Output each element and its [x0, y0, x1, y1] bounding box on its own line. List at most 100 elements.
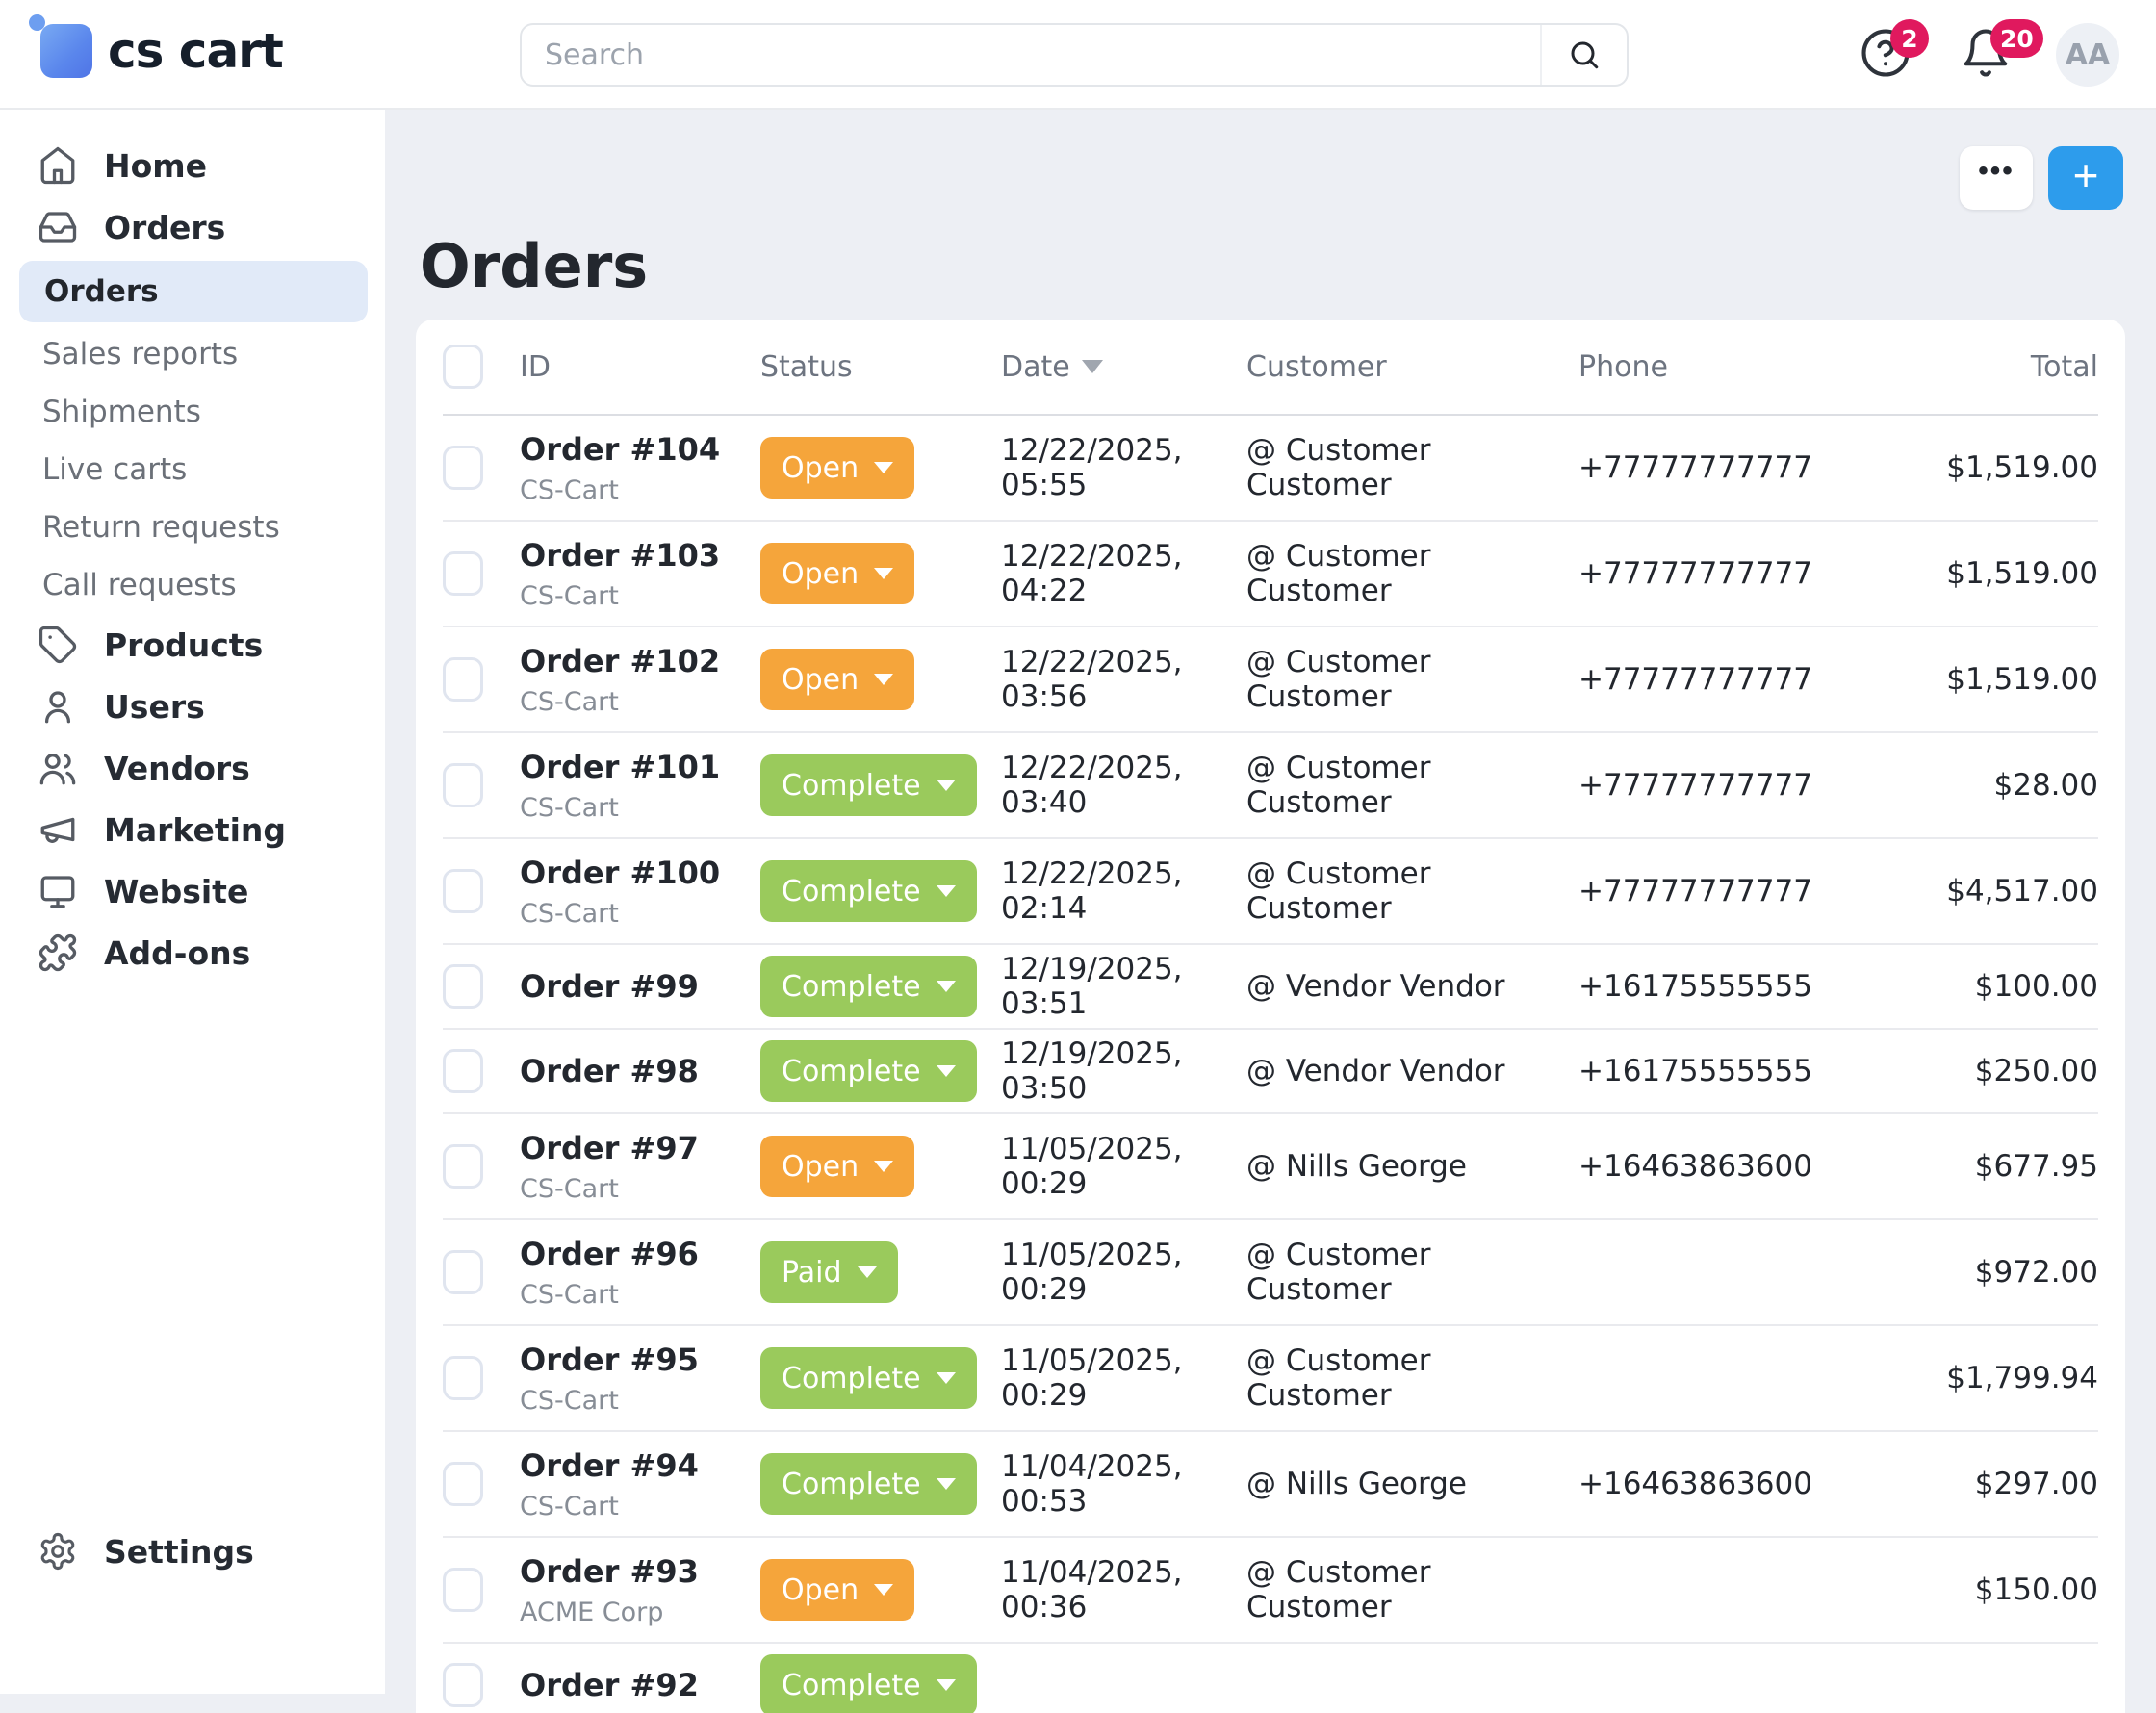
order-id-link[interactable]: Order #98	[520, 1053, 699, 1089]
order-status-button[interactable]: Complete	[760, 1453, 977, 1515]
column-header-total[interactable]: Total	[1810, 350, 2098, 384]
row-checkbox[interactable]	[443, 446, 483, 490]
column-header-customer[interactable]: Customer	[1246, 350, 1578, 384]
order-id-link[interactable]: Order #100	[520, 855, 720, 891]
order-status-button[interactable]: Complete	[760, 1347, 977, 1409]
column-header-status[interactable]: Status	[760, 350, 1001, 384]
sidebar-item-users[interactable]: Users	[0, 676, 385, 737]
sidebar-item-sales-reports[interactable]: Sales reports	[0, 325, 385, 383]
sidebar-item-website[interactable]: Website	[0, 860, 385, 922]
order-id-link[interactable]: Order #92	[520, 1667, 699, 1703]
sidebar-item-return-requests[interactable]: Return requests	[0, 499, 385, 556]
page-actions: ••• +	[1960, 146, 2123, 210]
order-customer: @ Vendor Vendor	[1246, 1054, 1578, 1088]
order-status-button[interactable]: Complete	[760, 956, 977, 1017]
order-id-link[interactable]: Order #96	[520, 1236, 699, 1272]
order-status-label: Complete	[782, 970, 921, 1004]
order-id-link[interactable]: Order #102	[520, 643, 720, 679]
order-status-button[interactable]: Paid	[760, 1241, 898, 1303]
add-order-button[interactable]: +	[2048, 146, 2123, 210]
sidebar-item-settings[interactable]: Settings	[0, 1521, 385, 1582]
order-status-button[interactable]: Open	[760, 437, 914, 499]
sidebar-item-label: Shipments	[42, 395, 201, 429]
row-checkbox[interactable]	[443, 1049, 483, 1093]
order-status-button[interactable]: Complete	[760, 860, 977, 922]
order-status-button[interactable]: Complete	[760, 1040, 977, 1102]
chevron-down-icon	[858, 1266, 877, 1278]
sidebar-item-call-requests[interactable]: Call requests	[0, 556, 385, 614]
row-checkbox-cell	[443, 1049, 520, 1093]
select-all-checkbox[interactable]	[443, 345, 483, 389]
order-id-link[interactable]: Order #104	[520, 431, 720, 468]
sidebar-item-orders[interactable]: Orders	[0, 196, 385, 258]
sidebar-item-marketing[interactable]: Marketing	[0, 799, 385, 860]
row-checkbox[interactable]	[443, 964, 483, 1009]
row-checkbox[interactable]	[443, 1356, 483, 1400]
sidebar-item-label: Marketing	[104, 811, 286, 849]
order-status-button[interactable]: Open	[760, 543, 914, 604]
help-button[interactable]: 2	[1860, 27, 1919, 87]
search-input[interactable]	[522, 25, 1540, 85]
order-id-link[interactable]: Order #97	[520, 1130, 699, 1166]
order-status-cell: Paid	[760, 1241, 1001, 1303]
avatar[interactable]: AA	[2056, 23, 2119, 87]
order-status-cell: Open	[760, 1136, 1001, 1197]
row-checkbox[interactable]	[443, 1250, 483, 1294]
order-id-link[interactable]: Order #95	[520, 1342, 699, 1378]
table-header: ID Status Date Customer Phone Total	[443, 320, 2098, 416]
order-total: $677.95	[1810, 1149, 2098, 1184]
column-header-id[interactable]: ID	[520, 350, 760, 384]
row-checkbox[interactable]	[443, 869, 483, 913]
app-logo[interactable]: cs cart	[40, 23, 283, 79]
order-status-label: Complete	[782, 1055, 921, 1088]
row-checkbox[interactable]	[443, 763, 483, 807]
sidebar-item-home[interactable]: Home	[0, 135, 385, 196]
order-phone: +16463863600	[1578, 1467, 1810, 1501]
order-status-button[interactable]: Open	[760, 1136, 914, 1197]
order-id-link[interactable]: Order #101	[520, 749, 720, 785]
sidebar-item-orders[interactable]: Orders	[19, 261, 368, 322]
order-status-button[interactable]: Complete	[760, 1654, 977, 1713]
row-checkbox-cell	[443, 1663, 520, 1707]
more-actions-button[interactable]: •••	[1960, 146, 2033, 210]
sidebar-item-add-ons[interactable]: Add-ons	[0, 922, 385, 984]
sidebar-item-vendors[interactable]: Vendors	[0, 737, 385, 799]
puzzle-icon	[37, 932, 79, 974]
row-checkbox[interactable]	[443, 1663, 483, 1707]
order-status-button[interactable]: Open	[760, 649, 914, 710]
order-id-link[interactable]: Order #93	[520, 1553, 699, 1590]
order-id-link[interactable]: Order #94	[520, 1447, 699, 1484]
order-status-button[interactable]: Open	[760, 1559, 914, 1621]
order-id-link[interactable]: Order #103	[520, 537, 720, 574]
sidebar-item-shipments[interactable]: Shipments	[0, 383, 385, 441]
sidebar-item-live-carts[interactable]: Live carts	[0, 441, 385, 499]
sidebar-item-label: Orders	[104, 209, 225, 246]
sidebar-item-products[interactable]: Products	[0, 614, 385, 676]
order-total: $100.00	[1810, 969, 2098, 1004]
row-checkbox-cell	[443, 657, 520, 702]
column-header-date[interactable]: Date	[1001, 350, 1246, 384]
order-storefront-label: ACME Corp	[520, 1598, 699, 1627]
row-checkbox[interactable]	[443, 657, 483, 702]
row-checkbox-cell	[443, 1144, 520, 1189]
sidebar-item-label: Settings	[104, 1533, 254, 1571]
row-checkbox[interactable]	[443, 551, 483, 596]
search-box	[520, 23, 1629, 87]
order-id-link[interactable]: Order #99	[520, 968, 699, 1005]
notifications-button[interactable]: 20	[1960, 27, 2019, 87]
row-checkbox-cell	[443, 551, 520, 596]
row-checkbox[interactable]	[443, 1462, 483, 1506]
order-storefront-label: CS-Cart	[520, 687, 720, 717]
order-status-button[interactable]: Complete	[760, 754, 977, 816]
row-checkbox[interactable]	[443, 1144, 483, 1189]
row-checkbox[interactable]	[443, 1568, 483, 1612]
column-header-phone[interactable]: Phone	[1578, 350, 1810, 384]
order-customer: @ Customer Customer	[1246, 1555, 1578, 1624]
search-icon[interactable]	[1540, 25, 1627, 85]
sort-descending-icon[interactable]	[1082, 360, 1103, 373]
row-checkbox-cell	[443, 1356, 520, 1400]
order-id-cell: Order #99	[520, 968, 760, 1005]
